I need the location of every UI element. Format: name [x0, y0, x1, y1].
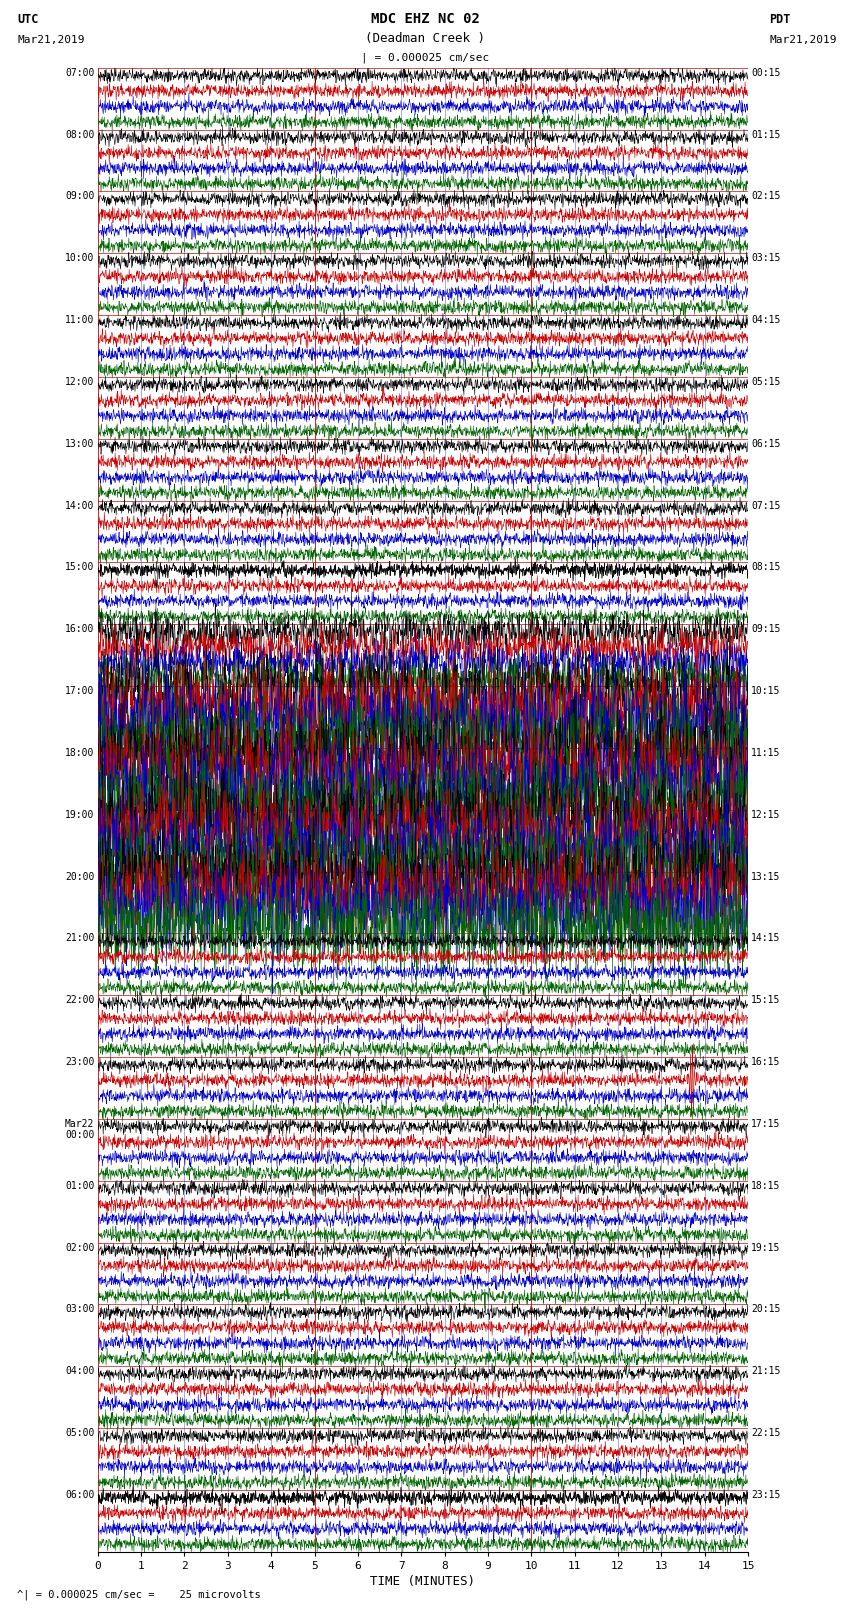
Text: 15:15: 15:15	[751, 995, 780, 1005]
Text: UTC: UTC	[17, 13, 38, 26]
Text: 22:00: 22:00	[65, 995, 94, 1005]
Text: 12:15: 12:15	[751, 810, 780, 819]
Text: 15:00: 15:00	[65, 563, 94, 573]
Text: 23:00: 23:00	[65, 1057, 94, 1068]
Text: 00:15: 00:15	[751, 68, 780, 77]
Text: 09:00: 09:00	[65, 192, 94, 202]
Text: Mar22
00:00: Mar22 00:00	[65, 1119, 94, 1140]
Text: 07:00: 07:00	[65, 68, 94, 77]
Text: 05:15: 05:15	[751, 377, 780, 387]
Text: 04:15: 04:15	[751, 315, 780, 326]
Text: 09:15: 09:15	[751, 624, 780, 634]
Text: 07:15: 07:15	[751, 500, 780, 511]
Text: 13:00: 13:00	[65, 439, 94, 448]
Text: 05:00: 05:00	[65, 1428, 94, 1439]
Text: 11:15: 11:15	[751, 748, 780, 758]
Text: MDC EHZ NC 02: MDC EHZ NC 02	[371, 11, 479, 26]
Text: 10:15: 10:15	[751, 686, 780, 697]
Text: 21:15: 21:15	[751, 1366, 780, 1376]
Text: 14:00: 14:00	[65, 500, 94, 511]
Text: 16:00: 16:00	[65, 624, 94, 634]
Text: 06:00: 06:00	[65, 1490, 94, 1500]
Text: 06:15: 06:15	[751, 439, 780, 448]
Text: 02:15: 02:15	[751, 192, 780, 202]
Text: 22:15: 22:15	[751, 1428, 780, 1439]
Text: 17:00: 17:00	[65, 686, 94, 697]
Text: 01:00: 01:00	[65, 1181, 94, 1190]
Text: 21:00: 21:00	[65, 934, 94, 944]
Text: ^| = 0.000025 cm/sec =    25 microvolts: ^| = 0.000025 cm/sec = 25 microvolts	[17, 1589, 261, 1600]
Text: 03:00: 03:00	[65, 1305, 94, 1315]
Text: 20:00: 20:00	[65, 871, 94, 882]
Text: 18:15: 18:15	[751, 1181, 780, 1190]
Text: (Deadman Creek ): (Deadman Creek )	[365, 32, 485, 45]
Text: 16:15: 16:15	[751, 1057, 780, 1068]
Text: 01:15: 01:15	[751, 129, 780, 140]
Text: 11:00: 11:00	[65, 315, 94, 326]
Text: PDT: PDT	[769, 13, 790, 26]
Text: 17:15: 17:15	[751, 1119, 780, 1129]
X-axis label: TIME (MINUTES): TIME (MINUTES)	[371, 1574, 475, 1587]
Text: 08:00: 08:00	[65, 129, 94, 140]
Text: 12:00: 12:00	[65, 377, 94, 387]
Text: 18:00: 18:00	[65, 748, 94, 758]
Text: 04:00: 04:00	[65, 1366, 94, 1376]
Text: 08:15: 08:15	[751, 563, 780, 573]
Text: 19:15: 19:15	[751, 1242, 780, 1253]
Text: 23:15: 23:15	[751, 1490, 780, 1500]
Text: 03:15: 03:15	[751, 253, 780, 263]
Text: 10:00: 10:00	[65, 253, 94, 263]
Text: Mar21,2019: Mar21,2019	[17, 35, 84, 45]
Text: 13:15: 13:15	[751, 871, 780, 882]
Text: 19:00: 19:00	[65, 810, 94, 819]
Text: 20:15: 20:15	[751, 1305, 780, 1315]
Text: Mar21,2019: Mar21,2019	[769, 35, 836, 45]
Text: 14:15: 14:15	[751, 934, 780, 944]
Text: 02:00: 02:00	[65, 1242, 94, 1253]
Text: | = 0.000025 cm/sec: | = 0.000025 cm/sec	[361, 52, 489, 63]
